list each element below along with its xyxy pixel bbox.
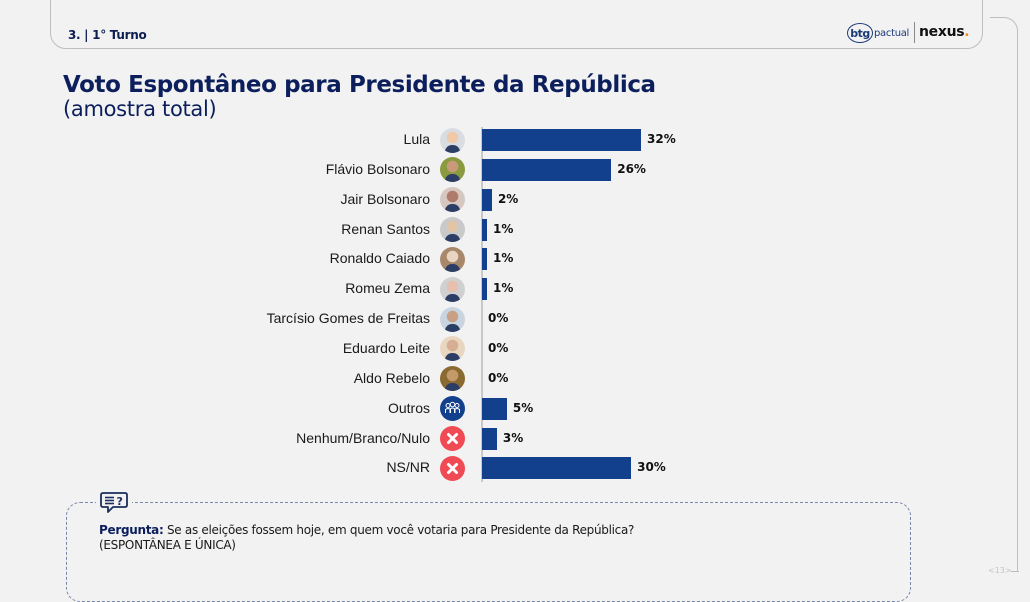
- category-label: Tarcísio Gomes de Freitas: [266, 310, 430, 327]
- value-label: 3%: [502, 430, 524, 445]
- candidate-photo: [440, 336, 465, 362]
- category-label: NS/NR: [386, 459, 430, 476]
- group-icon: [440, 396, 465, 422]
- question-chat-icon: ?: [100, 492, 128, 513]
- bar: [482, 457, 632, 480]
- bar: [482, 218, 487, 241]
- value-label: 1%: [492, 251, 514, 266]
- candidate-photo: [440, 366, 465, 392]
- nexus-wordmark: nexus: [919, 24, 965, 40]
- btg-logo-mark: btg: [847, 23, 873, 43]
- x-icon: [440, 455, 465, 481]
- category-label: Outros: [387, 399, 430, 416]
- btg-pactual-logo: btg pactual: [847, 23, 909, 43]
- header-bar: [50, 0, 983, 49]
- question-label: Pergunta:: [99, 523, 164, 537]
- candidate-photo: [440, 187, 465, 213]
- page-subtitle: (amostra total): [63, 97, 217, 121]
- bar: [482, 397, 507, 420]
- candidate-photo: [440, 127, 465, 153]
- candidate-photo: [440, 217, 465, 243]
- value-label: 0%: [488, 311, 509, 326]
- category-label: Jair Bolsonaro: [340, 190, 431, 207]
- value-label: 2%: [497, 191, 519, 206]
- bar-chart: Lula 32% Flávio Bolsonaro 26% Jair Bolsonaro…: [266, 127, 676, 482]
- pactual-wordmark: pactual: [874, 27, 910, 39]
- x-icon: [440, 426, 465, 451]
- category-label: Eduardo Leite: [342, 339, 430, 356]
- section-label: 3. | 1° Turno: [68, 28, 147, 42]
- value-label: 5%: [512, 400, 534, 415]
- category-label: Renan Santos: [341, 220, 430, 237]
- category-label: Aldo Rebelo: [353, 369, 430, 386]
- category-label: Lula: [403, 131, 430, 147]
- bar: [482, 248, 487, 271]
- category-label: Ronaldo Caiado: [329, 250, 430, 267]
- candidate-photo: [440, 276, 465, 302]
- category-label: Nenhum/Branco/Nulo: [296, 429, 430, 446]
- value-label: 0%: [488, 370, 509, 385]
- value-label: 30%: [637, 460, 666, 475]
- value-label: 32%: [647, 132, 676, 146]
- bar: [482, 158, 612, 181]
- question-body: Se as eleições fossem hoje, em quem você…: [163, 523, 635, 537]
- question-text: Pergunta: Se as eleições fossem hoje, em…: [99, 523, 634, 553]
- candidate-photo: [440, 246, 465, 272]
- svg-text:?: ?: [117, 495, 123, 508]
- category-label: Flávio Bolsonaro: [325, 160, 430, 177]
- value-label: 26%: [617, 161, 646, 176]
- value-label: 1%: [492, 281, 514, 296]
- bar: [482, 188, 492, 211]
- candidate-photo: [440, 157, 465, 183]
- nexus-logo: nexus.: [919, 24, 970, 40]
- value-label: 1%: [492, 221, 514, 236]
- nexus-dot: .: [964, 24, 970, 40]
- question-icon-wrap: ?: [96, 491, 132, 515]
- bar: [482, 278, 487, 301]
- question-qualifier: (ESPONTÂNEA E ÚNICA): [99, 538, 236, 552]
- frame-bottom-line: [1011, 571, 1019, 572]
- value-label: 0%: [488, 340, 509, 355]
- page-title: Voto Espontâneo para Presidente da Repúb…: [63, 72, 656, 98]
- category-label: Romeu Zema: [345, 280, 430, 297]
- page-number: <13>: [988, 566, 1012, 575]
- bar: [482, 427, 497, 450]
- candidate-photo: [440, 306, 465, 332]
- logo-divider: [914, 22, 915, 43]
- chart-axis: [481, 127, 483, 482]
- bar: [482, 129, 642, 151]
